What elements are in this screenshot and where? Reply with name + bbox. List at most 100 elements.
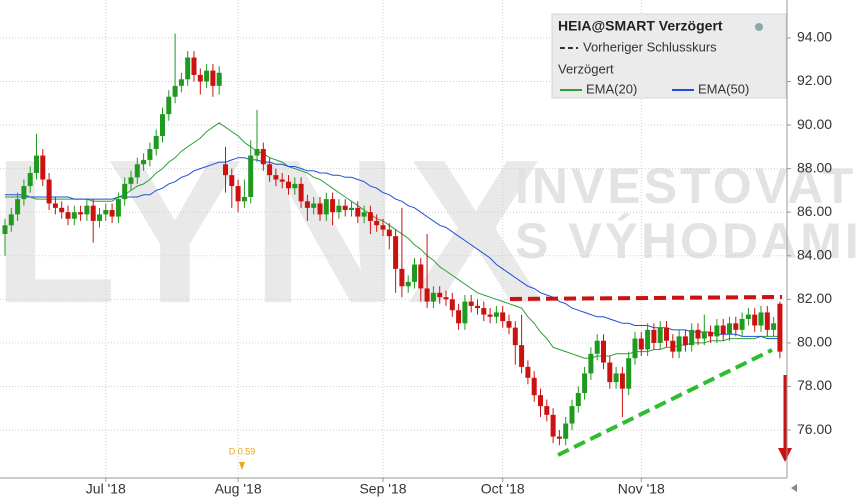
candle-body (764, 312, 770, 330)
indicators (5, 122, 780, 359)
legend: HEIA@SMART Verzögert Vorheriger Schlussk… (551, 13, 787, 99)
candle-body (745, 314, 751, 319)
candle-body (512, 327, 518, 346)
ema-line (5, 157, 780, 340)
candle-body (34, 155, 39, 173)
scroll-button[interactable] (791, 484, 797, 492)
candle-body (178, 79, 184, 86)
candle-body (418, 264, 424, 289)
candle-body (594, 340, 600, 354)
candle-body (361, 212, 367, 217)
legend-label: EMA(50) (698, 81, 749, 96)
candle-body (204, 70, 210, 82)
candles (2, 33, 783, 446)
candle-body (613, 373, 619, 383)
candle-body (525, 366, 531, 378)
candle-body (317, 203, 323, 215)
legend-label: EMA(20) (586, 81, 637, 96)
candle-body (538, 395, 543, 407)
candle-body (128, 177, 134, 184)
y-tick-label: 84.00 (797, 246, 832, 262)
down-arrow-head (778, 448, 792, 462)
candle-body (481, 308, 487, 315)
candle-body (342, 205, 348, 211)
candle-body (386, 229, 392, 237)
y-tick-label: 80.00 (797, 334, 832, 350)
candle-body (2, 225, 8, 234)
candle-body (191, 57, 197, 75)
candle-body (229, 175, 235, 187)
y-tick-label: 90.00 (797, 116, 832, 132)
resistance-line (509, 295, 783, 301)
candle-body (267, 164, 273, 176)
y-tick-label: 88.00 (797, 159, 832, 175)
candle-body (210, 70, 216, 86)
candle-body (462, 301, 468, 324)
y-tick-label: 78.00 (797, 377, 832, 393)
candle-body (223, 164, 228, 176)
candle-body (349, 207, 354, 211)
candle-body (468, 301, 474, 306)
candle-body (701, 332, 707, 339)
candle-body (531, 377, 537, 396)
candle-body (172, 85, 178, 97)
candle-body (563, 423, 569, 439)
legend-title: HEIA@SMART Verzögert (558, 18, 723, 34)
candle-body (59, 207, 65, 213)
candle-body (216, 72, 222, 86)
y-tick-label: 82.00 (797, 290, 832, 306)
legend-box (551, 13, 787, 99)
candle-body (8, 214, 14, 226)
watermark-line: INVESTOVAT (515, 158, 856, 214)
y-tick-label: 86.00 (797, 203, 832, 219)
candle-body (449, 299, 455, 311)
candle-body (682, 336, 688, 346)
dividend-label: D 0.59 (229, 446, 256, 456)
candle-body (670, 340, 676, 352)
candle-body (90, 205, 96, 221)
candle-body (330, 199, 336, 213)
candle-body (733, 323, 739, 330)
candle-body (664, 327, 669, 341)
candle-body (588, 353, 594, 374)
candle-body (569, 406, 575, 424)
candle-body (708, 332, 714, 337)
candle-body (52, 203, 58, 208)
drawings: D 0.59 (229, 295, 792, 470)
legend-label: Vorheriger Schlusskurs (583, 39, 717, 54)
axes: 76.00 78.00 80.00 82.00 84.00 86.00 88.00 90.00… (86, 29, 832, 497)
watermark-line: S VÝHODAMI (515, 213, 862, 269)
candle-body (714, 325, 720, 337)
candle-body (500, 312, 506, 322)
candle-body (758, 312, 764, 326)
candle-body (78, 212, 84, 215)
candle-body (367, 212, 373, 221)
candle-body (657, 327, 663, 343)
candle-body (160, 114, 165, 136)
x-tick-label: Sep '18 (359, 481, 406, 497)
candle-body (336, 205, 342, 213)
candle-body (638, 338, 644, 350)
legend-icon[interactable] (755, 23, 763, 31)
candle-body (777, 303, 783, 352)
candle-body (311, 203, 317, 208)
candle-body (544, 406, 550, 415)
candle-body (582, 373, 588, 394)
candle-body (487, 314, 493, 317)
candle-body (134, 164, 140, 178)
candle-body (550, 414, 556, 437)
candle-body (607, 362, 613, 383)
candle-body (323, 199, 329, 215)
legend-label: Verzögert (558, 61, 614, 76)
candle-body (727, 323, 732, 335)
candle-body (304, 201, 310, 208)
y-tick-label: 94.00 (797, 29, 832, 45)
candle-body (689, 329, 695, 346)
candle-body (241, 196, 247, 202)
candle-body (556, 436, 562, 439)
candle-body (141, 159, 147, 165)
candle-body (166, 96, 172, 115)
x-tick-label: Nov '18 (618, 481, 665, 497)
candle-body (651, 329, 657, 343)
